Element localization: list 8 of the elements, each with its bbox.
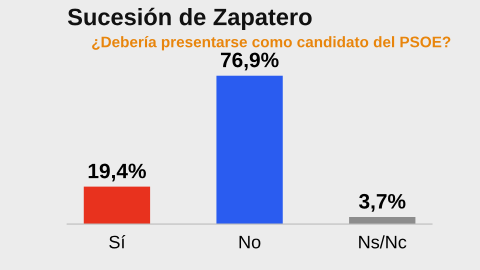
x-tick-label: Sí (109, 235, 126, 248)
data-label: 3,7% (358, 194, 406, 212)
data-label: 19,4% (88, 164, 146, 182)
chart-title: Sucesión de Zapatero (68, 8, 312, 30)
x-tick-label: Ns/Nc (359, 235, 406, 248)
chart-subtitle: ¿Debería presentarse como candidato del PSOE? (92, 36, 450, 50)
data-label: 76,9% (220, 52, 279, 70)
x-tick-label: No (240, 236, 260, 248)
